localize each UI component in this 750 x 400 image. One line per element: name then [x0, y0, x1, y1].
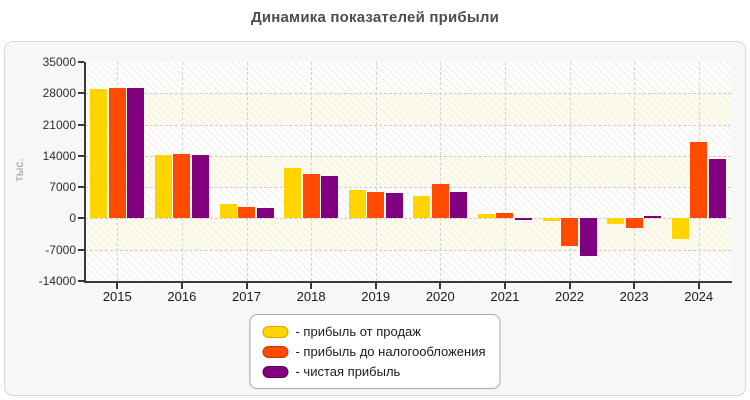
- x-tick-label: 2024: [684, 289, 714, 304]
- chart-legend: - прибыль от продаж - прибыль до налогоо…: [249, 314, 501, 389]
- bar-2022-series2: [579, 218, 597, 256]
- y-axis-line: [84, 62, 86, 282]
- bar-2021-series0: [477, 214, 495, 219]
- vertical-gridline: [440, 62, 442, 281]
- x-tick-label: 2018: [296, 289, 326, 304]
- bar-2020-series2: [450, 192, 468, 219]
- bar-2019-series0: [348, 190, 366, 219]
- y-tick-mark: [78, 248, 84, 251]
- y-tick-label: 28000: [42, 86, 76, 101]
- y-tick-mark: [78, 217, 84, 220]
- x-tick-label: 2022: [555, 289, 584, 304]
- bar-2018-series2: [321, 175, 339, 219]
- x-tick-mark: [633, 283, 636, 289]
- bar-2019-series2: [385, 193, 403, 219]
- legend-swatch-orange: [262, 345, 289, 358]
- legend-swatch-yellow: [262, 325, 289, 338]
- bar-2016-series0: [154, 154, 172, 219]
- horizontal-gridline: [85, 155, 731, 157]
- horizontal-gridline: [85, 187, 731, 189]
- bar-2018-series0: [284, 168, 302, 219]
- bar-2020-series1: [431, 184, 449, 219]
- bar-2015-series0: [90, 88, 108, 219]
- bar-2024-series0: [671, 218, 689, 239]
- bar-2017-series2: [256, 208, 274, 219]
- y-tick-mark: [78, 61, 84, 63]
- plot-background-band: [85, 62, 731, 94]
- x-tick-mark: [245, 283, 248, 289]
- chart-title: Динамика показателей прибыли: [250, 9, 500, 26]
- y-tick-mark: [78, 186, 84, 189]
- x-tick-label: 2015: [102, 289, 132, 304]
- x-tick-label: 2017: [232, 289, 261, 304]
- x-tick-mark: [568, 283, 571, 289]
- vertical-gridline: [246, 62, 248, 281]
- bar-2023-series2: [644, 216, 662, 219]
- bar-2022-series1: [561, 218, 578, 247]
- legend-label: - прибыль до налогообложения: [295, 344, 486, 359]
- x-tick-label: 2020: [425, 289, 455, 304]
- legend-label: - прибыль от продаж: [295, 324, 421, 339]
- bar-2023-series1: [625, 218, 643, 228]
- legend-item-sales-profit: - прибыль от продаж: [262, 324, 485, 339]
- horizontal-gridline: [85, 218, 731, 220]
- vertical-gridline: [375, 62, 377, 281]
- y-tick-mark: [78, 154, 84, 157]
- legend-swatch-purple: [262, 365, 289, 378]
- bar-2017-series1: [238, 206, 255, 219]
- bar-2016-series2: [191, 155, 209, 219]
- bar-2017-series0: [219, 203, 237, 219]
- horizontal-gridline: [85, 124, 731, 126]
- legend-label: - чистая прибыль: [295, 364, 401, 379]
- x-tick-mark: [180, 283, 183, 289]
- plot-area: [85, 62, 731, 281]
- x-tick-label: 2023: [619, 289, 649, 304]
- x-tick-mark: [697, 283, 700, 289]
- x-tick-mark: [439, 283, 442, 289]
- x-tick-mark: [503, 283, 506, 289]
- y-tick-label: 0: [69, 211, 76, 226]
- bar-2023-series0: [607, 218, 625, 225]
- y-tick-label: 21000: [42, 117, 76, 132]
- horizontal-gridline: [85, 249, 731, 251]
- y-tick-label: -7000: [45, 242, 76, 257]
- vertical-gridline: [634, 62, 636, 281]
- x-tick-label: 2019: [361, 289, 391, 304]
- bar-2024-series2: [708, 158, 726, 219]
- plot-background-band: [85, 249, 731, 281]
- bar-2015-series1: [108, 87, 126, 219]
- vertical-gridline: [504, 62, 506, 281]
- bar-2019-series1: [367, 192, 385, 219]
- bar-2021-series1: [496, 212, 514, 219]
- vertical-gridline: [311, 62, 313, 281]
- vertical-gridline: [569, 62, 571, 281]
- bar-2015-series2: [127, 88, 145, 219]
- legend-item-pretax-profit: - прибыль до налогообложения: [262, 344, 486, 359]
- x-tick-mark: [374, 283, 377, 289]
- horizontal-gridline: [85, 93, 731, 95]
- plot-background-band: [85, 93, 731, 125]
- y-tick-label: 14000: [42, 148, 76, 163]
- bar-2024-series1: [690, 141, 708, 219]
- y-axis-unit-label: тыс.: [12, 158, 26, 182]
- y-tick-mark: [78, 280, 84, 282]
- y-tick-mark: [78, 92, 84, 95]
- x-tick-mark: [116, 283, 119, 289]
- x-axis-line: [84, 281, 732, 283]
- x-tick-label: 2021: [490, 289, 520, 304]
- bar-2021-series2: [514, 218, 532, 221]
- y-tick-label: -14000: [38, 274, 76, 288]
- y-tick-mark: [78, 123, 84, 126]
- legend-item-net-profit: - чистая прибыль: [262, 364, 485, 379]
- y-tick-label: 7000: [49, 180, 76, 195]
- y-tick-label: 35000: [42, 55, 76, 69]
- plot-background-band: [85, 124, 731, 156]
- bar-2018-series1: [302, 174, 320, 219]
- bar-2016-series1: [173, 154, 191, 219]
- x-tick-mark: [310, 283, 313, 289]
- bar-2022-series0: [542, 218, 560, 221]
- x-tick-label: 2016: [167, 289, 197, 304]
- bar-2020-series0: [413, 196, 431, 219]
